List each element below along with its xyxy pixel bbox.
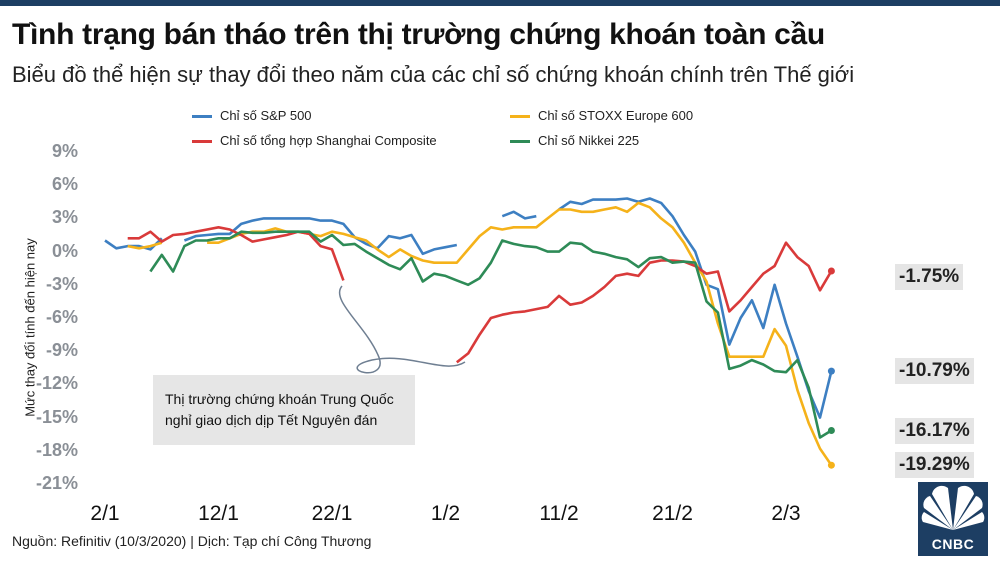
end-label-shanghai: -1.75% <box>895 263 964 290</box>
y-tick-label: -18% <box>35 439 78 460</box>
legend-swatch-shanghai <box>192 140 212 144</box>
end-point-shanghai <box>827 267 835 275</box>
logo-text: CNBC <box>931 536 975 552</box>
x-tick-label: 12/1 <box>198 502 239 525</box>
x-tick-label: 22/1 <box>311 502 353 525</box>
y-tick-label: 0% <box>51 240 78 261</box>
legend-swatch-nikkei <box>510 140 530 144</box>
legend-label-shanghai: Chỉ số tổng hợp Shanghai Composite <box>220 133 437 148</box>
y-tick-label: -12% <box>35 373 78 394</box>
legend-swatch-stoxx600 <box>510 115 530 119</box>
y-tick-label: -9% <box>45 340 78 361</box>
legend-label-sp500: Chỉ số S&P 500 <box>220 108 312 123</box>
y-tick-label: 3% <box>51 207 78 228</box>
annotation-box: Thị trường chứng khoán Trung Quốc nghỉ g… <box>153 375 415 445</box>
cnbc-logo: CNBC <box>918 482 988 556</box>
annotation-connector <box>338 285 466 374</box>
series-line-shanghai-part3 <box>456 241 833 364</box>
series-line-stoxx600-part2 <box>127 241 163 250</box>
legend-item-sp500: Chỉ số S&P 500 <box>192 108 312 123</box>
y-tick-label: -21% <box>35 473 78 493</box>
y-tick-label: 9% <box>51 141 78 161</box>
x-tick-label: 11/2 <box>539 502 579 525</box>
series-line-shanghai-part2 <box>127 226 345 281</box>
end-label-nikkei: -16.17% <box>895 417 974 444</box>
end-label-stoxx600: -19.29% <box>895 452 974 479</box>
y-tick-label: 6% <box>51 174 78 195</box>
end-point-sp500 <box>827 367 835 375</box>
x-tick-label: 21/2 <box>652 502 693 525</box>
legend-label-nikkei: Chỉ số Nikkei 225 <box>538 133 640 148</box>
series-line-sp500-part4 <box>501 210 537 220</box>
legend-swatch-sp500 <box>192 115 212 119</box>
x-tick-label: 1/2 <box>430 502 461 525</box>
y-tick-label: -15% <box>35 406 78 427</box>
legend-label-stoxx600: Chỉ số STOXX Europe 600 <box>538 108 694 123</box>
x-tick-label: 2/3 <box>771 502 801 525</box>
legend-item-shanghai: Chỉ số tổng hợp Shanghai Composite <box>192 133 437 148</box>
y-tick-label: -3% <box>45 273 78 294</box>
series-line-sp500-part5 <box>558 197 833 419</box>
end-label-sp500: -10.79% <box>895 358 974 385</box>
y-tick-label: -6% <box>45 307 78 327</box>
end-point-stoxx600 <box>827 461 835 469</box>
chart-subtitle: Biểu đồ thể hiện sự thay đổi theo năm củ… <box>12 62 855 87</box>
series-line-nikkei <box>149 230 833 439</box>
x-tick-label: 2/1 <box>90 502 120 525</box>
top-bar <box>0 0 1000 6</box>
end-point-nikkei <box>827 427 835 434</box>
legend-item-stoxx600: Chỉ số STOXX Europe 600 <box>510 108 693 123</box>
legend-item-nikkei: Chỉ số Nikkei 225 <box>510 133 639 148</box>
peacock-icon <box>921 485 985 530</box>
source-text: Nguồn: Refinitiv (10/3/2020) | Dịch: Tạp… <box>12 533 372 549</box>
chart-title: Tình trạng bán tháo trên thị trường chứn… <box>12 18 825 51</box>
series-line-sp500-part2 <box>183 217 458 256</box>
